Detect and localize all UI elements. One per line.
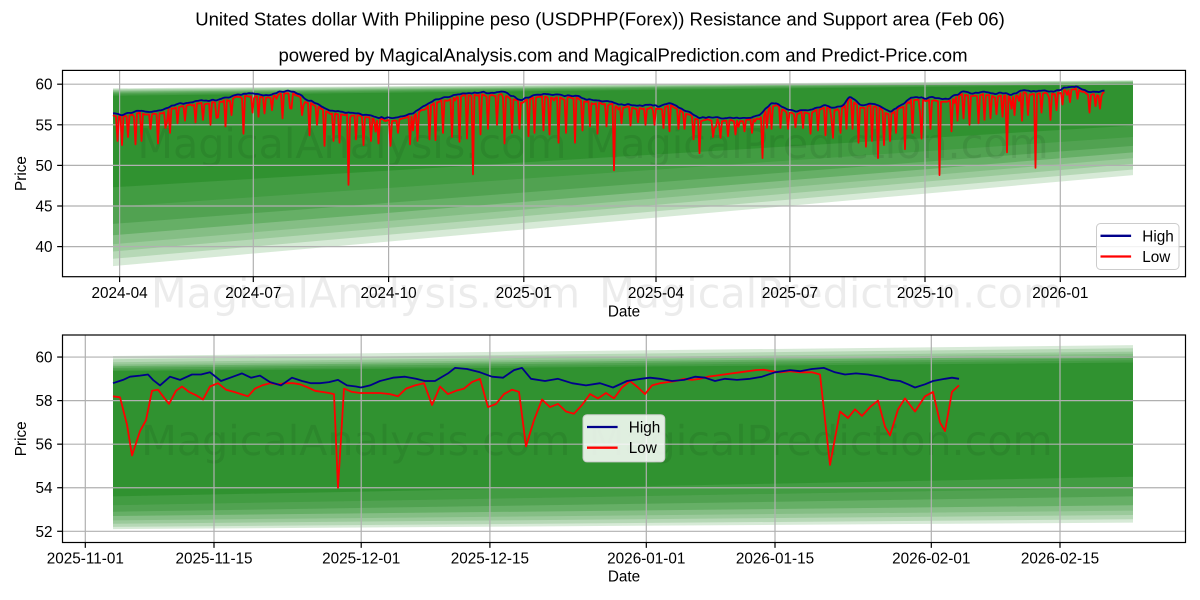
svg-text:2026-02-01: 2026-02-01: [892, 551, 970, 568]
svg-text:2025-12-15: 2025-12-15: [451, 551, 529, 568]
svg-text:54: 54: [35, 480, 53, 497]
svg-text:50: 50: [35, 158, 52, 175]
svg-text:56: 56: [35, 437, 52, 454]
svg-text:40: 40: [35, 239, 52, 256]
svg-text:2025-12-01: 2025-12-01: [322, 551, 400, 568]
svg-text:United States dollar With Phil: United States dollar With Philippine pes…: [195, 8, 1005, 29]
svg-text:52: 52: [35, 524, 52, 541]
svg-text:Date: Date: [608, 304, 640, 321]
svg-text:powered by MagicalAnalysis.com: powered by MagicalAnalysis.com and Magic…: [278, 44, 967, 65]
svg-text:2025-11-15: 2025-11-15: [175, 551, 252, 568]
svg-text:55: 55: [35, 117, 52, 134]
svg-text:Date: Date: [608, 569, 640, 586]
svg-text:2025-11-01: 2025-11-01: [47, 551, 124, 568]
svg-text:2026-01-01: 2026-01-01: [607, 551, 685, 568]
svg-text:2024-07: 2024-07: [225, 285, 281, 302]
svg-text:High: High: [1142, 228, 1173, 245]
svg-text:45: 45: [35, 199, 52, 216]
svg-text:2026-02-15: 2026-02-15: [1021, 551, 1099, 568]
svg-text:60: 60: [35, 350, 52, 367]
svg-text:60: 60: [35, 77, 52, 94]
svg-text:Low: Low: [629, 440, 658, 457]
svg-text:Price: Price: [13, 156, 30, 191]
svg-text:2025-04: 2025-04: [628, 285, 685, 302]
svg-text:2025-10: 2025-10: [897, 285, 953, 302]
svg-text:High: High: [629, 420, 660, 437]
svg-text:Price: Price: [13, 421, 30, 456]
svg-text:58: 58: [35, 393, 52, 410]
svg-text:2026-01-15: 2026-01-15: [736, 551, 814, 568]
svg-text:2025-07: 2025-07: [762, 285, 818, 302]
svg-text:Low: Low: [1142, 249, 1171, 266]
svg-text:2026-01: 2026-01: [1032, 285, 1088, 302]
svg-text:2025-01: 2025-01: [496, 285, 552, 302]
svg-text:2024-04: 2024-04: [92, 285, 149, 302]
svg-text:2024-10: 2024-10: [361, 285, 417, 302]
